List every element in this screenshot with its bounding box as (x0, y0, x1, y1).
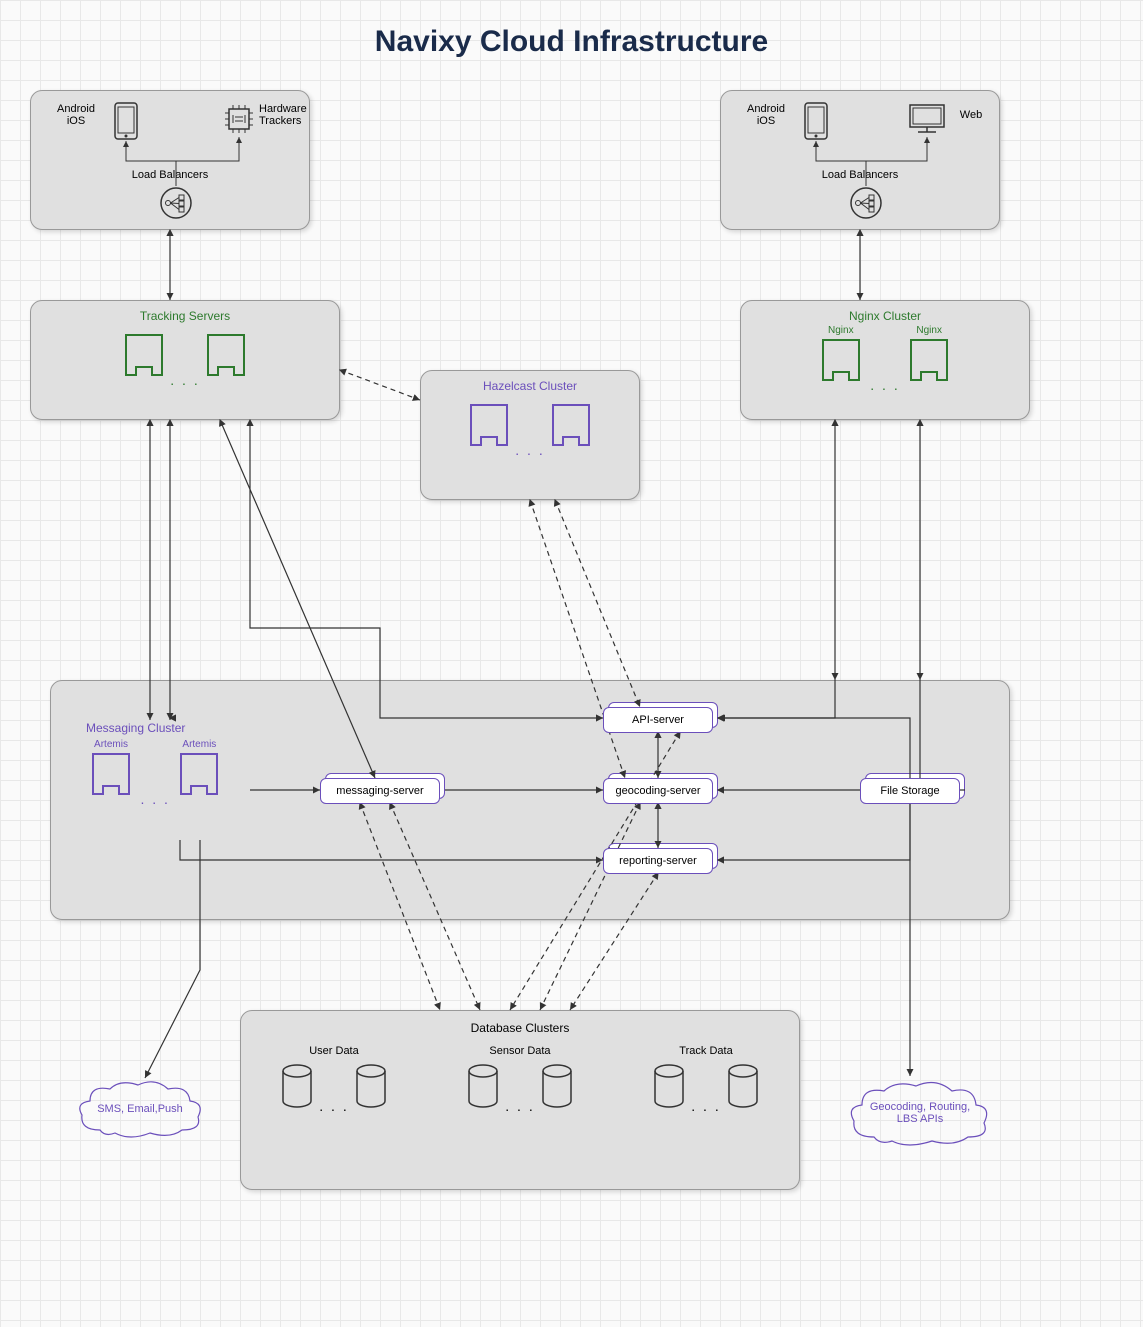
messaging-server-node: messaging-server (320, 778, 440, 804)
nginx-label: Nginx (904, 325, 954, 336)
database-clusters-box: Database Clusters User Data . . . Sensor… (240, 1010, 800, 1190)
phone-icon-right (803, 101, 829, 146)
nginx-label: Nginx (816, 325, 866, 336)
cylinder-icon (465, 1063, 501, 1109)
server-icon (89, 750, 133, 802)
web-label: Web (951, 109, 991, 121)
server-icon (204, 331, 248, 383)
artemis-label: Artemis (174, 739, 224, 750)
server-icon (177, 750, 221, 802)
artemis-label: Artemis (86, 739, 136, 750)
chip-icon (221, 101, 257, 142)
monitor-icon (906, 101, 948, 142)
db-group-user: User Data . . . (279, 1045, 389, 1114)
load-balancer-icon-right (846, 186, 886, 225)
android-ios-label: Android iOS (41, 103, 111, 127)
tracking-servers-title: Tracking Servers (31, 309, 339, 323)
ellipsis: . . . (691, 1098, 720, 1114)
db-group-sensor: Sensor Data . . . (465, 1045, 575, 1114)
top-left-ingress-box: Android iOS Hardware Trackers Load Balan… (30, 90, 310, 230)
cylinder-icon (539, 1063, 575, 1109)
reporting-server-node: reporting-server (603, 848, 713, 874)
cylinder-icon (353, 1063, 389, 1109)
top-right-ingress-box: Android iOS Web Load Balancers (720, 90, 1000, 230)
diagram-title: Navixy Cloud Infrastructure (0, 25, 1143, 59)
server-icon (549, 401, 593, 453)
ellipsis: . . . (870, 377, 899, 393)
cloud-geocoding-apis: Geocoding, Routing, LBS APIs (840, 1075, 1000, 1155)
server-icon (122, 331, 166, 383)
track-data-label: Track Data (651, 1045, 761, 1057)
cylinder-icon (279, 1063, 315, 1109)
server-icon (907, 336, 951, 388)
database-clusters-title: Database Clusters (241, 1021, 799, 1035)
load-balancers-label-left: Load Balancers (31, 169, 309, 181)
file-storage-node: File Storage (860, 778, 960, 804)
ellipsis: . . . (319, 1098, 348, 1114)
api-server-label: API-server (603, 707, 713, 733)
ellipsis: . . . (140, 791, 169, 807)
messaging-server-label: messaging-server (320, 778, 440, 804)
file-storage-label: File Storage (860, 778, 960, 804)
ellipsis: . . . (505, 1098, 534, 1114)
tracking-servers-box: Tracking Servers . . . (30, 300, 340, 420)
db-group-track: Track Data . . . (651, 1045, 761, 1114)
messaging-cluster: Messaging Cluster Artemis . . . Artemis (86, 721, 224, 807)
geocoding-server-label: geocoding-server (603, 778, 713, 804)
cylinder-icon (651, 1063, 687, 1109)
server-icon (819, 336, 863, 388)
server-icon (467, 401, 511, 453)
nginx-cluster-box: Nginx Cluster Nginx . . . Nginx (740, 300, 1030, 420)
cloud-right-label: Geocoding, Routing, LBS APIs (840, 1101, 1000, 1125)
hazelcast-cluster-box: Hazelcast Cluster . . . (420, 370, 640, 500)
reporting-server-label: reporting-server (603, 848, 713, 874)
android-ios-label-right: Android iOS (731, 103, 801, 127)
user-data-label: User Data (279, 1045, 389, 1057)
messaging-cluster-title: Messaging Cluster (86, 721, 224, 735)
phone-icon (113, 101, 139, 146)
hardware-trackers-label: Hardware Trackers (259, 103, 319, 127)
cylinder-icon (725, 1063, 761, 1109)
ellipsis: . . . (170, 372, 199, 388)
geocoding-server-node: geocoding-server (603, 778, 713, 804)
load-balancer-icon (156, 186, 196, 225)
nginx-cluster-title: Nginx Cluster (741, 309, 1029, 323)
cloud-left-label: SMS, Email,Push (70, 1103, 210, 1115)
ellipsis: . . . (515, 442, 544, 458)
hazelcast-cluster-title: Hazelcast Cluster (421, 379, 639, 393)
load-balancers-label-right: Load Balancers (721, 169, 999, 181)
api-server-node: API-server (603, 707, 713, 733)
cloud-sms-email-push: SMS, Email,Push (70, 1075, 210, 1145)
sensor-data-label: Sensor Data (465, 1045, 575, 1057)
